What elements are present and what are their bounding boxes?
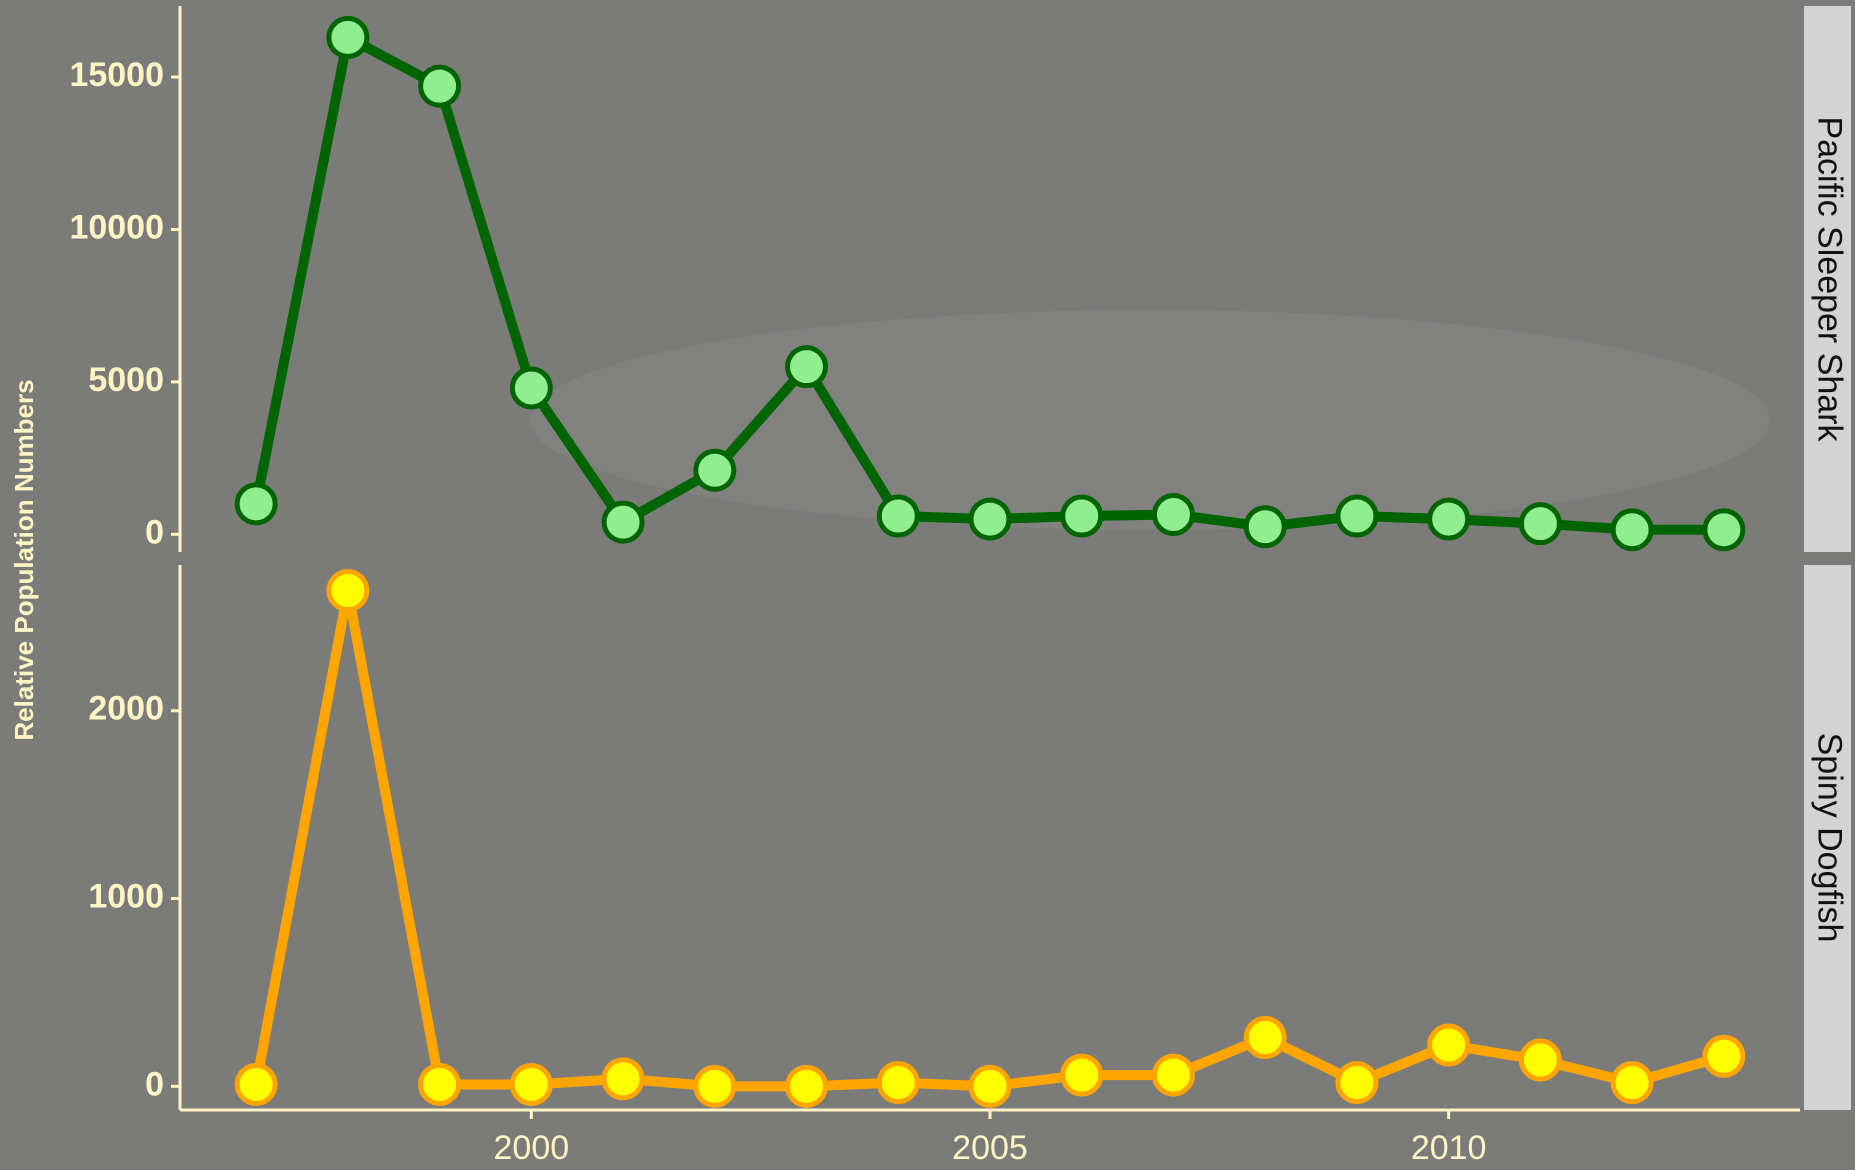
data-point <box>696 1067 734 1105</box>
page: {"chart_data": { "type": "line", "y_labe… <box>0 0 1855 1170</box>
data-point <box>1613 1064 1651 1102</box>
data-point <box>1246 1019 1284 1057</box>
data-point <box>329 572 367 610</box>
strip-label: Spiny Dogfish <box>1811 733 1849 943</box>
y-tick-label: 2000 <box>88 690 164 728</box>
data-point <box>1705 511 1743 549</box>
data-point <box>1521 505 1559 543</box>
y-tick-label: 1000 <box>88 878 164 916</box>
data-point <box>1154 1056 1192 1094</box>
data-point <box>421 67 459 105</box>
data-point <box>1246 508 1284 546</box>
data-point <box>1613 511 1651 549</box>
data-point <box>237 485 275 523</box>
y-tick-label: 10000 <box>69 208 164 246</box>
data-point <box>604 1060 642 1098</box>
x-tick-label: 2010 <box>1411 1129 1487 1167</box>
data-point <box>1338 1064 1376 1102</box>
y-axis-label: Relative Population Numbers <box>9 379 39 740</box>
x-tick-label: 2000 <box>494 1129 570 1167</box>
y-tick-label: 5000 <box>88 361 164 399</box>
data-point <box>512 1065 550 1103</box>
data-point <box>1521 1041 1559 1079</box>
data-point <box>421 1065 459 1103</box>
data-point <box>788 348 826 386</box>
chart: Relative Population Numbers 050001000015… <box>0 0 1855 1170</box>
data-point <box>788 1067 826 1105</box>
data-point <box>512 369 550 407</box>
data-point <box>1705 1037 1743 1075</box>
y-tick-label: 15000 <box>69 56 164 94</box>
data-point <box>329 18 367 56</box>
y-tick-label: 0 <box>145 1065 164 1103</box>
data-point <box>237 1065 275 1103</box>
y-tick-label: 0 <box>145 513 164 551</box>
data-point <box>1154 496 1192 534</box>
data-point <box>604 503 642 541</box>
data-point <box>1063 1056 1101 1094</box>
x-tick-label: 2005 <box>952 1129 1028 1167</box>
background <box>0 0 1855 1170</box>
data-point <box>1430 1026 1468 1064</box>
strip-label: Pacific Sleeper Shark <box>1811 116 1849 442</box>
data-point <box>879 1064 917 1102</box>
data-point <box>971 500 1009 538</box>
data-point <box>971 1067 1009 1105</box>
data-point <box>696 451 734 489</box>
data-point <box>879 497 917 535</box>
data-point <box>1430 500 1468 538</box>
data-point <box>1063 497 1101 535</box>
data-point <box>1338 497 1376 535</box>
background-shark <box>530 310 1770 530</box>
